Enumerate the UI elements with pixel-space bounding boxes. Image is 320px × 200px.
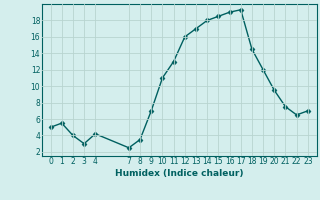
X-axis label: Humidex (Indice chaleur): Humidex (Indice chaleur) [115,169,244,178]
